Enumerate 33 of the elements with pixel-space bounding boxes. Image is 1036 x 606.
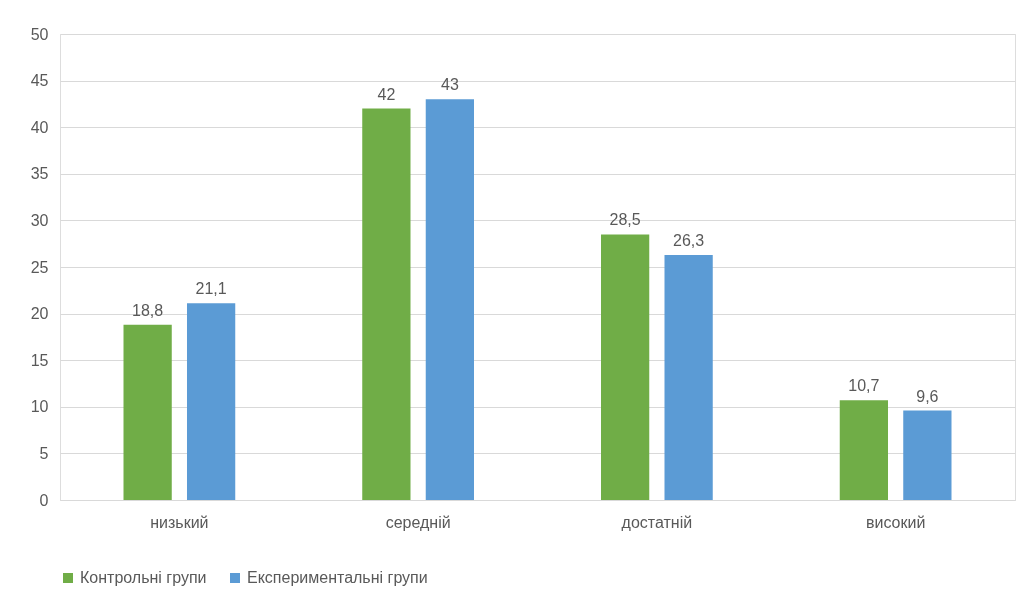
data-label: 28,5 <box>609 211 641 229</box>
bar <box>839 400 889 500</box>
bar <box>425 99 474 500</box>
data-label: 42 <box>377 85 396 103</box>
y-tick-label: 10 <box>30 398 49 416</box>
y-tick-label: 45 <box>30 72 49 90</box>
y-tick-label: 20 <box>30 305 49 323</box>
x-tick-label: високий <box>865 513 926 531</box>
x-tick-label: низький <box>150 513 209 531</box>
x-tick-label: середній <box>385 513 451 531</box>
legend-label: Експериментальні групи <box>247 569 428 586</box>
bar <box>123 324 172 500</box>
y-tick-label: 25 <box>30 258 49 276</box>
data-label: 9,6 <box>916 387 939 405</box>
y-tick-label: 0 <box>39 491 49 509</box>
bar <box>362 108 411 500</box>
bar <box>186 303 236 500</box>
legend-label: Контрольні групи <box>80 569 207 586</box>
y-tick-label: 40 <box>30 118 49 136</box>
y-tick-label: 30 <box>30 211 49 229</box>
data-label: 21,1 <box>195 280 227 298</box>
y-tick-label: 15 <box>30 351 49 369</box>
data-label: 43 <box>440 76 459 94</box>
data-label: 18,8 <box>132 301 164 319</box>
y-tick-label: 50 <box>30 25 49 43</box>
data-label: 10,7 <box>848 377 880 395</box>
x-tick-label: достатній <box>621 513 693 531</box>
data-label: 26,3 <box>673 231 705 249</box>
y-tick-label: 35 <box>30 165 49 183</box>
bar <box>601 234 650 500</box>
bar <box>903 410 952 500</box>
bar <box>664 254 713 500</box>
y-tick-label: 5 <box>39 444 49 462</box>
